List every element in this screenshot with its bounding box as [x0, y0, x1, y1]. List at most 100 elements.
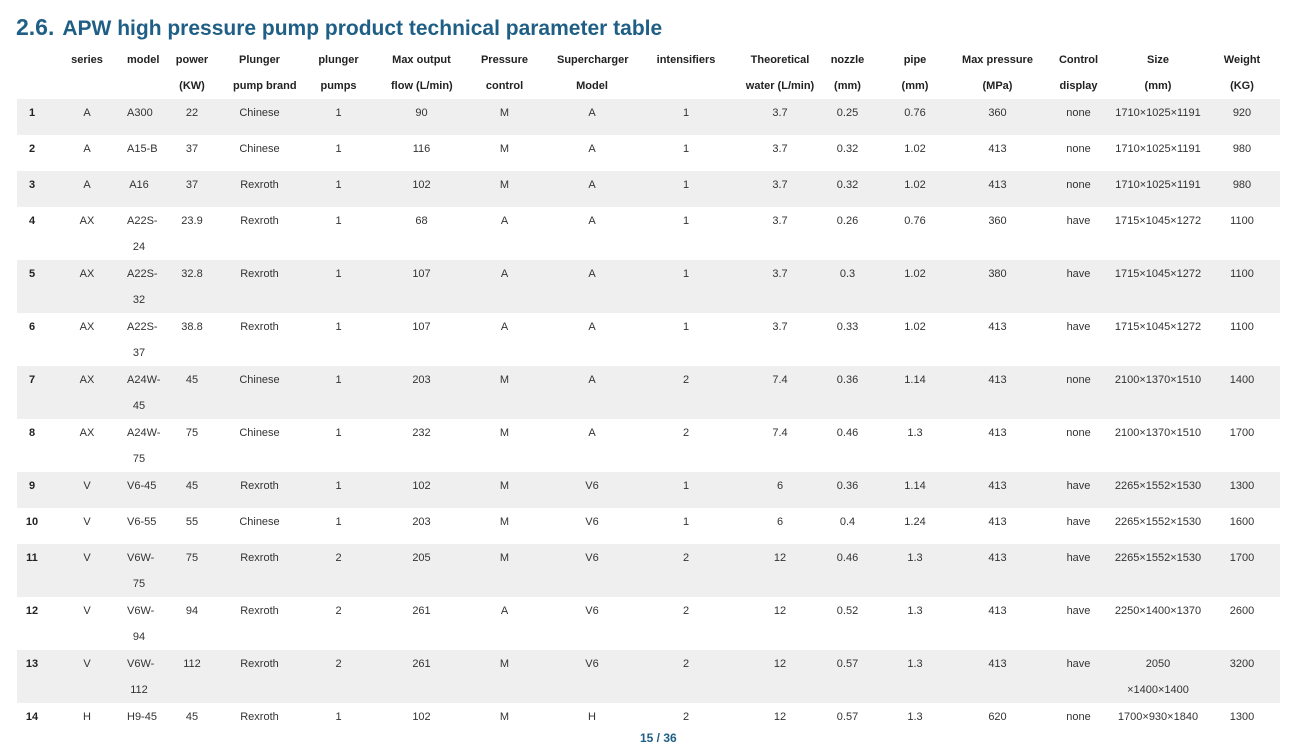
table-cell: 1710×1025×1191 — [1112, 171, 1204, 207]
cell-text: 1100 — [1230, 268, 1254, 280]
table-cell: Rexroth — [233, 472, 286, 508]
cell-text: 1 — [335, 107, 342, 119]
cell-text: 1600 — [1229, 516, 1255, 528]
table-cell: none — [1045, 99, 1112, 135]
table-cell: AX — [47, 419, 127, 472]
table-cell: 261 — [391, 597, 452, 650]
table-cell: 1 — [286, 703, 391, 739]
cell-text: 620 — [988, 711, 1007, 723]
row-index: 5 — [17, 260, 47, 313]
cell-text: 1100 — [1230, 321, 1254, 333]
table-cell: 205 — [391, 544, 452, 597]
column-header: series — [71, 54, 103, 66]
table-row: 13 V V6W- 112 112 Rexroth 2 261 M V6 2 12 0.57 1.3 413… — [17, 650, 1280, 703]
cell-text: 980 — [1232, 179, 1252, 191]
cell-text: 2 — [682, 374, 690, 386]
table-cell: 3200 — [1204, 650, 1280, 703]
table-cell: V6 — [557, 544, 627, 597]
table-cell: 0.76 — [880, 99, 950, 135]
cell-text: A24W- — [127, 374, 161, 386]
cell-text: 112 — [130, 684, 148, 696]
table-cell: 94 — [151, 597, 233, 650]
cell-text: 3200 — [1229, 658, 1255, 670]
cell-text: V6 — [585, 605, 599, 617]
cell-text: A — [588, 321, 596, 333]
cell-text: 0.76 — [904, 107, 926, 119]
table-cell: have — [1045, 544, 1112, 597]
table-cell: H9-45 — [127, 703, 157, 739]
cell-text: 68 — [415, 215, 428, 227]
cell-text: Rexroth — [240, 552, 279, 564]
table-cell: 38.8 — [151, 313, 233, 366]
table-cell: V6-55 — [127, 508, 156, 544]
cell-text: 102 — [412, 480, 431, 492]
row-index: 13 — [17, 650, 47, 703]
cell-text: 22 — [185, 107, 199, 119]
cell-text: 4 — [28, 215, 36, 227]
cell-text: 75 — [185, 427, 199, 439]
cell-text: 37 — [185, 143, 199, 155]
cell-text: 1 — [335, 480, 342, 492]
cell-text: 1.3 — [907, 605, 923, 617]
cell-text: 2600 — [1229, 605, 1255, 617]
cell-text: 2 — [28, 143, 36, 155]
cell-text: A300 — [127, 107, 153, 119]
cell-text: 1715×1045×1272 — [1114, 215, 1202, 227]
table-cell: 75 — [151, 544, 233, 597]
row-index: 12 — [17, 597, 47, 650]
cell-text: 413 — [988, 516, 1007, 528]
table-cell: 1710×1025×1191 — [1112, 99, 1204, 135]
table-cell: A — [557, 260, 627, 313]
cell-text: 980 — [1232, 143, 1252, 155]
table-cell: 1 — [627, 313, 745, 366]
table-cell: A — [47, 99, 127, 135]
cell-text: 2 — [335, 605, 342, 617]
cell-text: 2050 — [1145, 658, 1171, 670]
cell-text: 2265×1552×1530 — [1114, 516, 1202, 528]
cell-text: 2 — [682, 552, 690, 564]
cell-text: 0.4 — [839, 516, 856, 528]
cell-text: 1 — [335, 179, 342, 191]
table-cell: 2050 ×1400×1400 — [1112, 650, 1204, 703]
cell-text: 1 — [682, 107, 690, 119]
cell-text: 1300 — [1229, 711, 1255, 723]
table-cell: Rexroth — [233, 703, 286, 739]
cell-text: 203 — [412, 374, 431, 386]
column-header-unit: pumps — [320, 80, 357, 92]
table-cell: M — [452, 135, 557, 171]
table-cell: 2 — [627, 703, 745, 739]
table-cell: Chinese — [233, 419, 286, 472]
cell-text: A — [588, 268, 596, 280]
cell-text: 1.02 — [904, 268, 926, 280]
table-row: 2 A A15-B 37 Chinese 1 116 M A 1 3.7 0.32 1.02 413 non… — [17, 135, 1280, 171]
cell-text: 0.76 — [904, 215, 926, 227]
cell-text: 0.32 — [836, 179, 859, 191]
table-cell: none — [1045, 703, 1112, 739]
cell-text: have — [1066, 321, 1091, 333]
cell-text: 6 — [776, 480, 784, 492]
cell-text: 24 — [132, 241, 146, 253]
cell-text: 2 — [682, 658, 690, 670]
cell-text: none — [1066, 143, 1091, 155]
table-cell: 1300 — [1204, 472, 1280, 508]
table-cell: Chinese — [233, 135, 286, 171]
table-cell: 261 — [391, 650, 452, 703]
column-header-unit: Model — [576, 80, 608, 92]
cell-text: Rexroth — [240, 321, 279, 333]
section-heading: 2.6. APW high pressure pump product techn… — [16, 14, 662, 41]
column-header: Theoretical — [750, 54, 810, 66]
column-header-unit: (KW) — [179, 80, 205, 92]
table-cell: 1 — [286, 99, 391, 135]
cell-text: Rexroth — [240, 215, 279, 227]
cell-text: V6 — [585, 516, 599, 528]
cell-text: Chinese — [239, 143, 280, 155]
table-cell: A24W- 45 — [127, 366, 161, 419]
table-cell: 12 — [745, 597, 815, 650]
cell-text: 0.32 — [836, 143, 859, 155]
table-cell: 1300 — [1204, 703, 1280, 739]
cell-text: 1400 — [1229, 374, 1255, 386]
cell-text: A — [83, 107, 91, 119]
cell-text: 203 — [412, 516, 431, 528]
table-cell: 22 — [151, 99, 233, 135]
table-cell: A22S- 37 — [127, 313, 158, 366]
